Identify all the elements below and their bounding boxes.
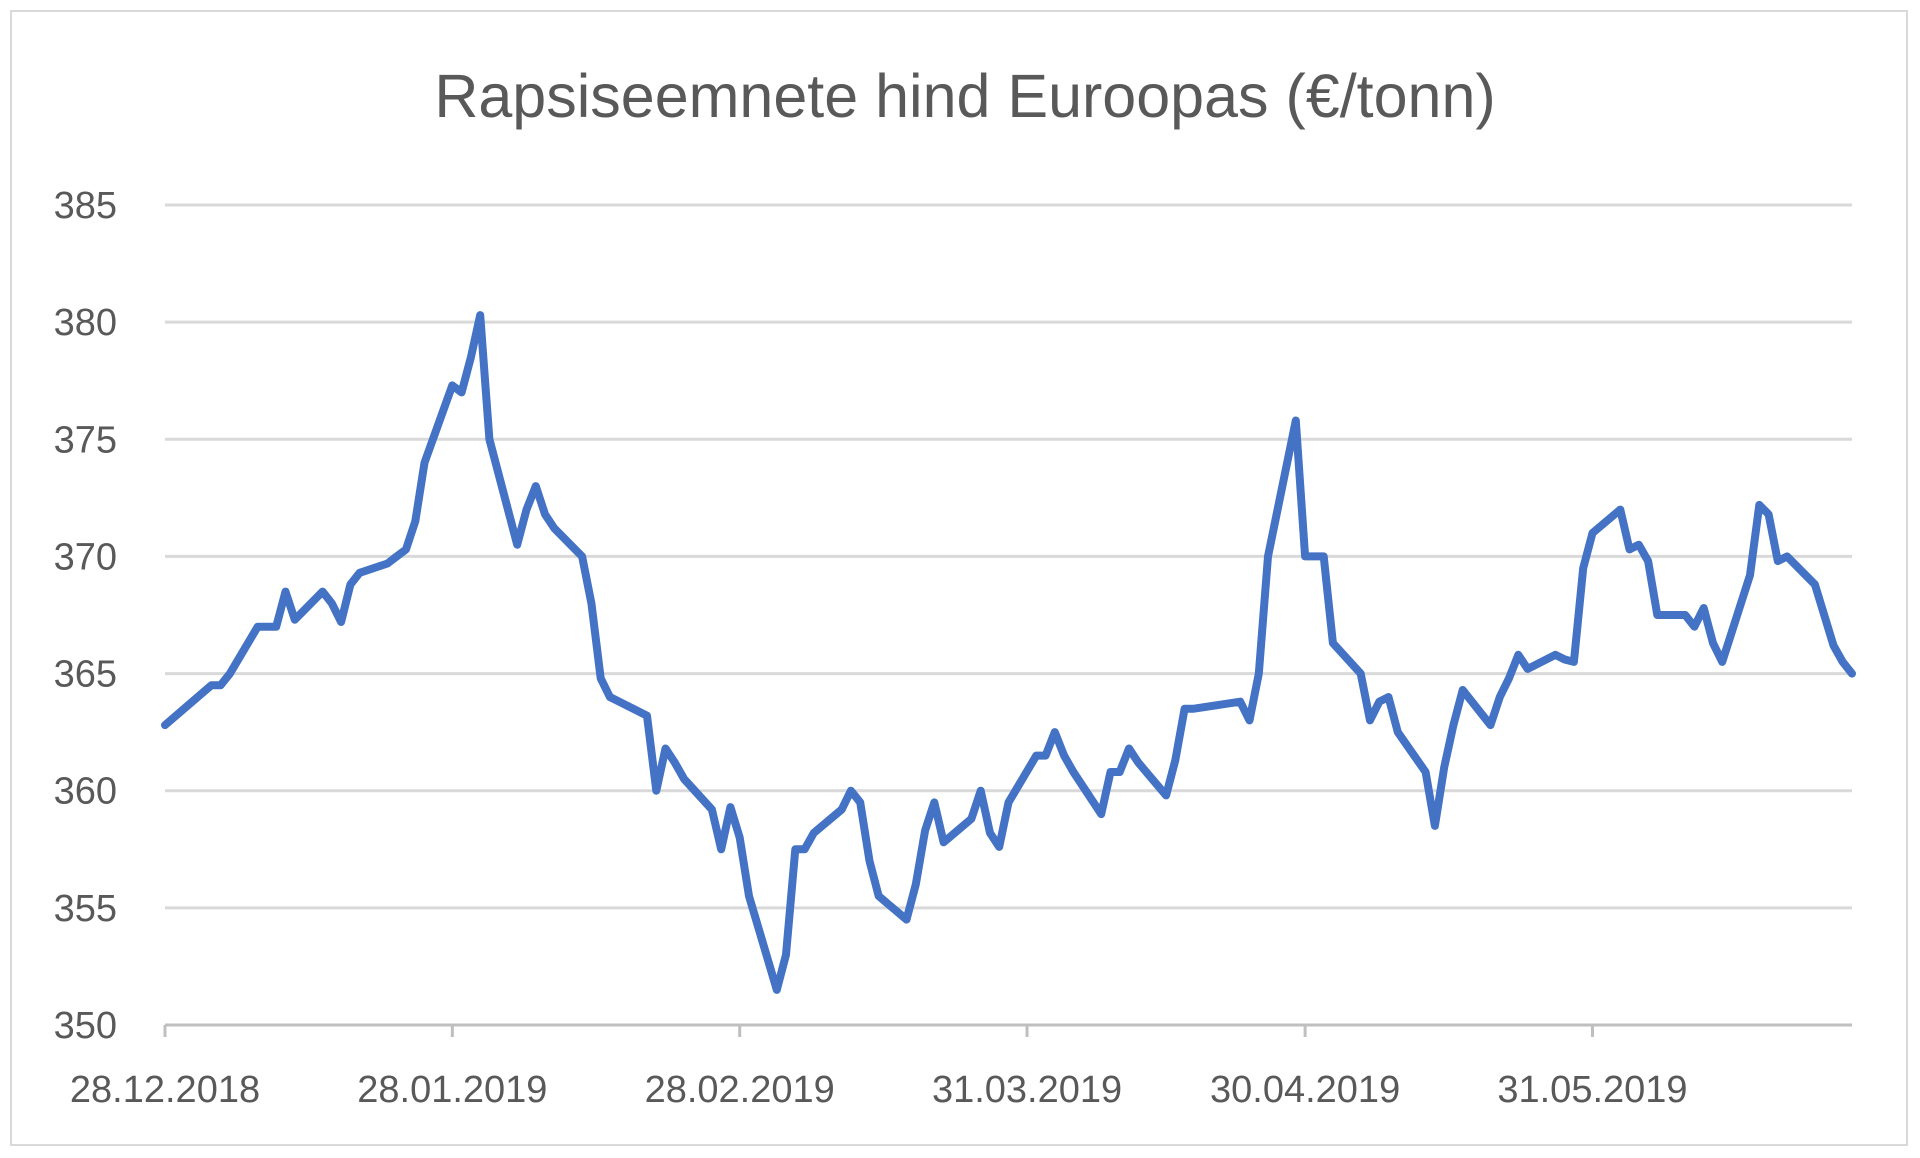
gridlines (165, 203, 1852, 910)
series-layer (161, 311, 1856, 994)
x-tick-label: 31.05.2019 (1497, 1069, 1687, 1111)
x-tick-label: 30.04.2019 (1210, 1069, 1400, 1111)
y-tick-label: 350 (54, 1005, 117, 1047)
chart-title: Rapsiseemnete hind Euroopas (€/tonn) (434, 62, 1495, 130)
y-tick-label: 375 (54, 419, 117, 461)
y-tick-label: 355 (54, 888, 117, 930)
y-tick-label: 380 (54, 302, 117, 344)
x-tick-label: 28.02.2019 (645, 1069, 835, 1111)
x-axis-ticks: 28.12.2018 28.01.2019 28.02.2019 31.03.2019… (70, 1025, 1688, 1111)
y-axis-ticks: 350 355 360 365 370 375 380 385 (54, 185, 117, 1047)
x-tick-label: 28.12.2018 (70, 1069, 260, 1111)
x-tick-label: 31.03.2019 (932, 1069, 1122, 1111)
y-tick-label: 370 (54, 536, 117, 578)
y-tick-label: 365 (54, 654, 117, 696)
price-series-line-0 (161, 311, 1856, 994)
x-tick-label: 28.01.2019 (357, 1069, 547, 1111)
y-tick-label: 360 (54, 771, 117, 813)
y-tick-label: 385 (54, 185, 117, 227)
chart-frame (10, 10, 1908, 1146)
